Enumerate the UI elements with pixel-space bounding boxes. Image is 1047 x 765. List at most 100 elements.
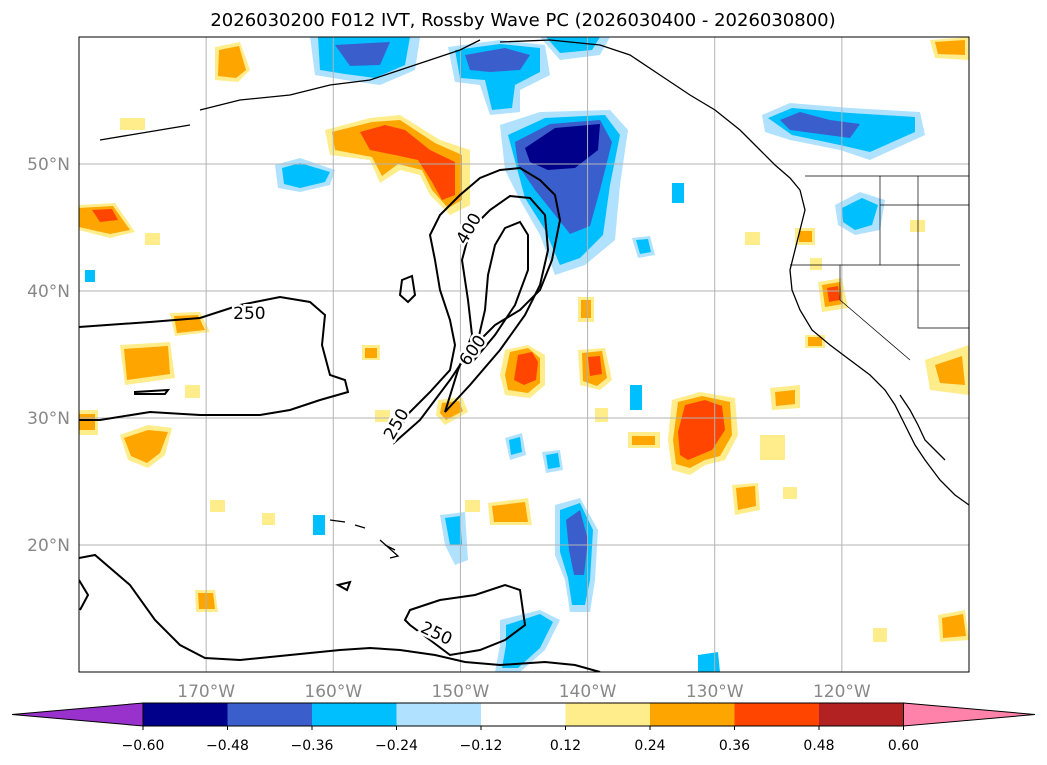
anomaly-blob (375, 410, 390, 422)
anomaly-blob (935, 40, 965, 55)
coastline-alaska (199, 39, 481, 111)
anomaly-blob (185, 385, 200, 398)
anomaly-blob (313, 515, 325, 535)
anomaly-blob (465, 500, 480, 512)
ivt-contour-250-south (79, 553, 601, 672)
colorbar-swatch (227, 703, 312, 726)
anomaly-blob (827, 286, 840, 302)
anomaly-blob (745, 232, 760, 245)
longitude-label: 120°W (813, 682, 871, 702)
anomaly-blob (440, 401, 463, 420)
latitude-label: 40°N (27, 282, 70, 302)
aleutians (99, 124, 191, 141)
colorbar-swatch (396, 703, 481, 726)
colorbar-extend-low (11, 702, 144, 727)
anomaly-blob (873, 628, 887, 642)
anomaly-blob (581, 300, 591, 318)
anomaly-blob (92, 209, 118, 222)
graticule (79, 37, 969, 672)
border-states (790, 176, 969, 361)
anomaly-blob (632, 436, 655, 445)
anomaly-blob (124, 430, 168, 463)
coastlines (99, 39, 969, 559)
anomaly-blob (595, 408, 608, 422)
anomaly-blob (935, 356, 965, 385)
colorbar-swatch (650, 703, 735, 726)
ivt-contours (79, 166, 601, 672)
anomaly-blob (808, 337, 822, 346)
anomaly-blob (546, 453, 560, 469)
colorbar-tick-label: 0.12 (550, 738, 581, 754)
colorbar-extend-high (903, 702, 1036, 727)
colorbar-tick-label: 0.24 (634, 738, 665, 754)
anomaly-blob (365, 348, 377, 358)
anomaly-blob (760, 435, 785, 460)
colorbar-swatch (734, 703, 819, 726)
figure-title: 2026030200 F012 IVT, Rossby Wave PC (202… (210, 10, 835, 31)
ivt-contour-600 (469, 220, 529, 366)
anomaly-blob (775, 390, 795, 406)
longitude-label: 140°W (559, 682, 617, 702)
anomaly-blob (282, 163, 330, 188)
ivt-contour-small-loop-3 (134, 388, 171, 395)
longitude-label: 170°W (177, 682, 235, 702)
colorbar-tick-label: 0.48 (803, 738, 834, 754)
anomaly-blob (736, 486, 756, 510)
anomaly-blob (502, 614, 553, 668)
anomaly-blob (672, 183, 684, 203)
anomaly-blob (492, 502, 528, 522)
coastline-baja (899, 394, 946, 461)
hawaii (329, 519, 400, 559)
latitude-label: 30°N (27, 409, 70, 429)
latitude-label: 50°N (27, 155, 70, 175)
anomaly-blob (842, 198, 878, 230)
colorbar-tick-label: 0.60 (888, 738, 919, 754)
anomaly-blob (210, 500, 225, 512)
anomaly-blob (124, 346, 170, 380)
colorbar-tick-label: 0.36 (719, 738, 750, 754)
anomaly-blob (85, 270, 95, 282)
anomaly-blob (445, 516, 462, 545)
latitude-labels: 50°N 40°N 30°N 20°N (27, 155, 70, 556)
ivt-contour-250-west (79, 295, 350, 421)
anomaly-blob (465, 48, 530, 72)
colorbar-tick-label: −0.48 (206, 738, 249, 754)
coastline-west-us (789, 189, 969, 506)
colorbar-swatch (143, 703, 228, 726)
anomaly-blob (120, 118, 145, 130)
latitude-label: 20°N (27, 536, 70, 556)
colorbar-swatch (565, 703, 650, 726)
anomaly-blob (636, 239, 651, 254)
anomaly-blob (566, 510, 588, 575)
longitude-label: 160°W (304, 682, 362, 702)
colorbar-frame (142, 702, 904, 727)
map-frame (78, 36, 970, 673)
colorbar-swatch (312, 703, 397, 726)
anomaly-blob (79, 414, 95, 430)
colorbar (11, 702, 1036, 727)
anomaly-blob (262, 513, 275, 525)
anomaly-blob (218, 46, 246, 78)
ivt-contour-250-edge (79, 579, 90, 611)
anomaly-blob (525, 124, 600, 170)
colorbar-tick-label: −0.60 (122, 738, 165, 754)
ivt-contour-small-loop-2 (335, 580, 352, 592)
coastline-alaska-south (499, 39, 801, 191)
anomaly-blob (588, 356, 602, 376)
longitude-label: 130°W (686, 682, 744, 702)
colorbar-tick-labels: −0.60 −0.48 −0.36 −0.24 −0.12 0.12 0.24 0.36 0.4… (122, 726, 919, 754)
anomaly-blob (360, 125, 455, 200)
colorbar-tick-label: −0.24 (375, 738, 418, 754)
ivt-contour-250-main (393, 166, 562, 445)
anomaly-blob (942, 614, 966, 638)
ivt-contour-small-loop (398, 274, 417, 304)
anomaly-blob (514, 352, 538, 385)
colorbar-swatch (819, 703, 904, 726)
longitude-labels: 170°W 160°W 150°W 140°W 130°W 120°W (177, 682, 871, 702)
ivt-contour-250-southeast (403, 583, 527, 657)
contour-label: 250 (233, 304, 265, 324)
colorbar-tick-label: −0.36 (291, 738, 334, 754)
anomaly-blob (335, 42, 390, 66)
